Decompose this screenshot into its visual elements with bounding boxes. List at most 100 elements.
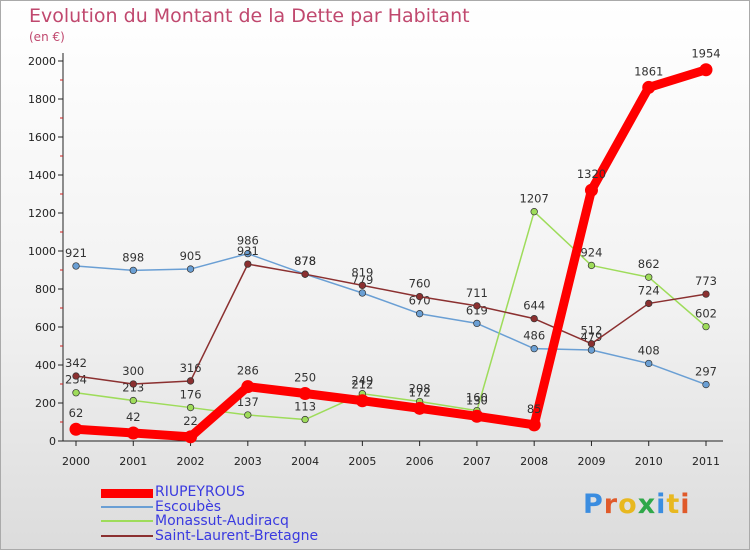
data-point <box>415 310 424 318</box>
x-tick-label: 2002 <box>177 455 205 468</box>
data-point <box>587 261 596 270</box>
data-point <box>186 403 195 412</box>
data-point <box>244 250 252 258</box>
data-label: 408 <box>638 343 660 357</box>
data-label: 300 <box>122 364 144 378</box>
y-tick-label: 0 <box>49 435 56 448</box>
legend-swatch-riupeyrous <box>101 489 153 498</box>
data-label: 212 <box>351 378 373 392</box>
data-point <box>69 422 83 436</box>
data-label: 711 <box>466 286 488 300</box>
data-label: 779 <box>351 273 373 287</box>
series-line <box>75 252 707 386</box>
x-tick-label: 2008 <box>520 455 548 468</box>
y-tick-label: 1800 <box>28 93 56 106</box>
data-label: 22 <box>183 414 198 428</box>
data-point <box>530 208 538 216</box>
legend-swatch-escoubes <box>101 505 153 508</box>
data-point <box>530 345 538 353</box>
y-tick-label: 800 <box>35 283 56 296</box>
data-label: 342 <box>65 356 87 370</box>
data-point <box>129 266 137 275</box>
legend-label: Escoubès <box>155 498 222 515</box>
logo-letter: i <box>680 489 691 520</box>
data-point <box>186 377 195 385</box>
x-tick-label: 2007 <box>463 455 491 468</box>
data-point <box>72 389 80 397</box>
data-label: 1954 <box>691 47 720 61</box>
data-point <box>699 63 713 77</box>
data-point <box>473 302 481 310</box>
x-tick-label: 2009 <box>577 455 605 468</box>
y-tick-label: 1600 <box>28 131 56 144</box>
x-tick-label: 2010 <box>635 455 663 468</box>
data-label: 297 <box>695 365 717 379</box>
data-point <box>642 80 656 94</box>
data-label: 316 <box>180 361 202 375</box>
logo-letter: r <box>603 489 619 520</box>
y-tick-label: 400 <box>35 359 56 372</box>
data-point <box>702 322 710 331</box>
data-label: 512 <box>580 324 602 338</box>
y-tick-label: 1200 <box>28 207 56 220</box>
data-point <box>358 281 367 290</box>
data-label: 602 <box>695 307 717 321</box>
x-tick-label: 2000 <box>62 455 90 468</box>
data-point <box>702 380 710 389</box>
series-line <box>75 263 707 385</box>
data-label: 724 <box>638 283 660 297</box>
chart-unit-label: (en €) <box>29 30 65 44</box>
data-label: 176 <box>180 388 202 402</box>
data-point <box>241 380 255 394</box>
data-point <box>645 273 653 281</box>
x-tick-label: 2005 <box>348 455 376 468</box>
data-label: 113 <box>294 400 316 414</box>
x-tick-label: 2004 <box>291 455 319 468</box>
x-tick-label: 2006 <box>406 455 434 468</box>
data-label: 62 <box>69 406 84 420</box>
data-point <box>186 265 195 273</box>
data-label: 1861 <box>634 64 663 78</box>
data-label: 760 <box>409 277 431 291</box>
data-point <box>298 387 312 400</box>
data-point <box>72 262 80 270</box>
y-tick-label: 1400 <box>28 169 56 182</box>
data-label: 1320 <box>577 167 606 181</box>
y-tick-label: 600 <box>35 321 56 334</box>
data-label: 931 <box>237 244 259 258</box>
data-point <box>587 340 596 348</box>
data-label: 137 <box>237 395 259 409</box>
logo-letter: t <box>666 489 681 520</box>
data-point <box>244 411 252 419</box>
proxiti-logo: Proxiti <box>583 489 691 520</box>
data-point <box>355 394 369 408</box>
data-label: 921 <box>65 246 87 260</box>
series-line <box>71 65 711 442</box>
logo-letter: x <box>637 489 657 520</box>
data-label: 172 <box>409 385 431 399</box>
data-label: 130 <box>466 393 488 407</box>
logo-letter: P <box>583 489 604 520</box>
data-label: 862 <box>638 257 660 271</box>
data-label: 773 <box>695 274 717 288</box>
data-point <box>702 290 710 298</box>
data-label: 905 <box>180 249 202 263</box>
legend-swatch-monassut <box>101 520 153 522</box>
data-point <box>587 346 596 354</box>
x-tick-label: 2011 <box>692 455 720 468</box>
data-label: 85 <box>527 402 542 416</box>
series-line <box>75 210 707 421</box>
x-tick-label: 2001 <box>119 455 147 468</box>
data-label: 160 <box>466 391 488 405</box>
data-label: 644 <box>523 299 545 313</box>
data-label: 286 <box>237 364 259 378</box>
logo-letter: i <box>656 489 667 520</box>
data-point <box>184 430 198 444</box>
data-label: 986 <box>237 234 259 248</box>
data-point <box>301 270 309 278</box>
data-point <box>415 292 424 301</box>
data-label: 42 <box>126 410 141 424</box>
data-label: 898 <box>122 250 144 264</box>
